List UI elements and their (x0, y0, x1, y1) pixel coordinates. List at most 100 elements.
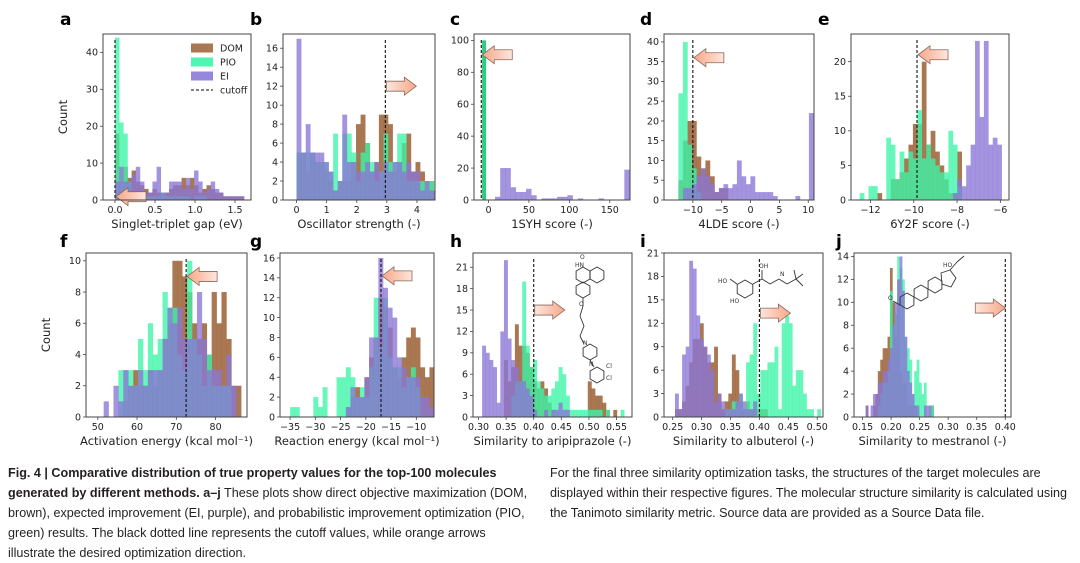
bar (602, 402, 607, 417)
bar (723, 184, 729, 200)
x-tick-label: 0.50 (578, 422, 599, 433)
bar (795, 196, 801, 200)
bar (319, 152, 325, 200)
bar (401, 367, 407, 417)
panel-label: j (835, 232, 842, 252)
bar (118, 370, 124, 417)
y-tick-label: 20 (457, 163, 469, 174)
bar (799, 370, 804, 417)
bar (732, 184, 738, 200)
bar (452, 181, 457, 200)
direction-arrow-left-icon (186, 266, 218, 287)
y-tick-label: 21 (647, 248, 659, 259)
plot-frame (663, 252, 824, 418)
bar (360, 171, 366, 200)
y-tick-label: 9 (653, 342, 659, 353)
y-tick-label: 10 (837, 298, 849, 309)
y-tick-label: 15 (647, 295, 659, 306)
plot-frame (472, 252, 633, 418)
bar (731, 354, 736, 417)
bar (770, 362, 775, 417)
bar (746, 362, 750, 417)
bar (895, 179, 900, 200)
bar (294, 407, 300, 417)
bar (569, 409, 574, 417)
y-tick-label: 21 (456, 263, 468, 274)
bar (696, 315, 701, 417)
caption-right: For the final three similarity optimizat… (550, 463, 1075, 523)
bar (172, 323, 178, 417)
bar (916, 405, 920, 417)
bar (763, 370, 768, 417)
bar (223, 196, 228, 200)
bar (551, 388, 556, 417)
x-tick-label: −10 (406, 422, 426, 433)
bar (886, 137, 892, 200)
bar (333, 190, 339, 200)
x-tick-label: 0.40 (523, 422, 544, 433)
svg-text:HO: HO (730, 298, 740, 305)
bar (735, 370, 740, 417)
bar (750, 176, 756, 200)
bar (979, 117, 985, 200)
y-tick-label: 0 (843, 412, 849, 423)
y-tick-label: 40 (457, 131, 469, 142)
x-tick-label: 0 (486, 205, 492, 216)
bar (983, 40, 989, 200)
bar (128, 385, 134, 417)
bar (443, 181, 448, 200)
bar (689, 260, 694, 417)
bar (678, 93, 684, 200)
bar (899, 256, 903, 417)
bar (148, 192, 153, 200)
bar (323, 162, 329, 200)
bar (221, 292, 227, 417)
y-tick-label: 40 (86, 48, 98, 59)
legend-label: PIO (220, 58, 236, 69)
bar (584, 409, 589, 417)
bar (433, 190, 435, 200)
plot-frame (282, 33, 436, 201)
panel-label: b (250, 10, 262, 30)
bar (868, 186, 874, 200)
y-tick-label: 60 (457, 100, 469, 111)
bar (705, 176, 711, 200)
plot-frame (279, 252, 435, 418)
bar (415, 377, 421, 417)
y-tick-label: 15 (647, 136, 659, 147)
bar (210, 181, 216, 200)
x-tick-label: −15 (381, 422, 401, 433)
svg-text:N: N (780, 271, 785, 278)
bar (738, 393, 743, 417)
caption-left: Fig. 4 | Comparative distribution of tru… (8, 463, 536, 563)
y-tick-label: 15 (834, 92, 846, 103)
legend-label: DOM (220, 44, 243, 55)
bar (152, 181, 157, 200)
bar (457, 181, 462, 200)
bar (544, 409, 548, 417)
bar (952, 144, 958, 200)
bar (482, 40, 487, 200)
bar (410, 171, 416, 200)
bar (373, 337, 379, 417)
x-tick-label: 5 (776, 205, 782, 216)
bar (424, 181, 430, 200)
x-tick-label: 0.45 (551, 422, 572, 433)
bar (133, 385, 139, 417)
bar (525, 388, 530, 417)
bar (355, 397, 361, 417)
bar (346, 162, 352, 200)
bar (997, 144, 1002, 200)
y-tick-label: 8 (272, 119, 278, 130)
bar (301, 152, 306, 200)
bar (448, 191, 453, 200)
x-tick-label: 1 (324, 205, 330, 216)
bar (906, 371, 910, 417)
bar (914, 405, 917, 417)
bar (714, 401, 718, 417)
bar (865, 405, 869, 417)
bar (123, 370, 129, 417)
bar (482, 345, 487, 417)
bar (356, 124, 361, 200)
panel-g: g −35 −30 −25 −20 −15 −10 0 2 4 6 8 10 12 14 16 Reaction… (250, 232, 440, 448)
